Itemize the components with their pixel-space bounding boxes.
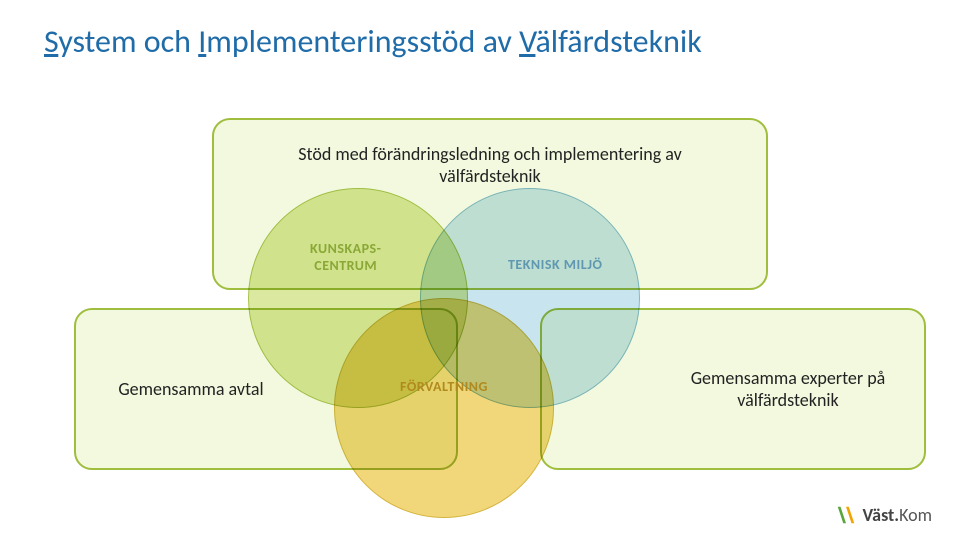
page-title: System och Implementeringsstöd av Välfär… (44, 22, 702, 61)
box-left-text: Gemensamma avtal (118, 378, 263, 400)
title-p1: ystem och (58, 22, 198, 61)
logo-text2: Kom (899, 504, 932, 526)
venn-label-kunskap: KUNSKAPS-CENTRUM (310, 240, 381, 274)
box-right-text: Gemensamma experter på välfärdsteknik (673, 367, 903, 411)
title-p3: älfärdsteknik (535, 22, 701, 61)
logo-icon (835, 504, 857, 526)
title-p2: mplementeringsstöd av (206, 22, 519, 61)
title-v: V (519, 22, 535, 61)
venn-label-teknisk: TEKNISK MILJÖ (508, 256, 603, 273)
box-top-text: Stöd med förändringsledning och implemen… (250, 143, 730, 187)
venn-label-forvaltning: FÖRVALTNING (400, 378, 488, 395)
logo-text1: Väst. (863, 504, 900, 526)
venn-circle-forvaltning (334, 298, 554, 518)
logo: Väst.Kom (835, 504, 932, 526)
title-s: S (44, 22, 58, 61)
